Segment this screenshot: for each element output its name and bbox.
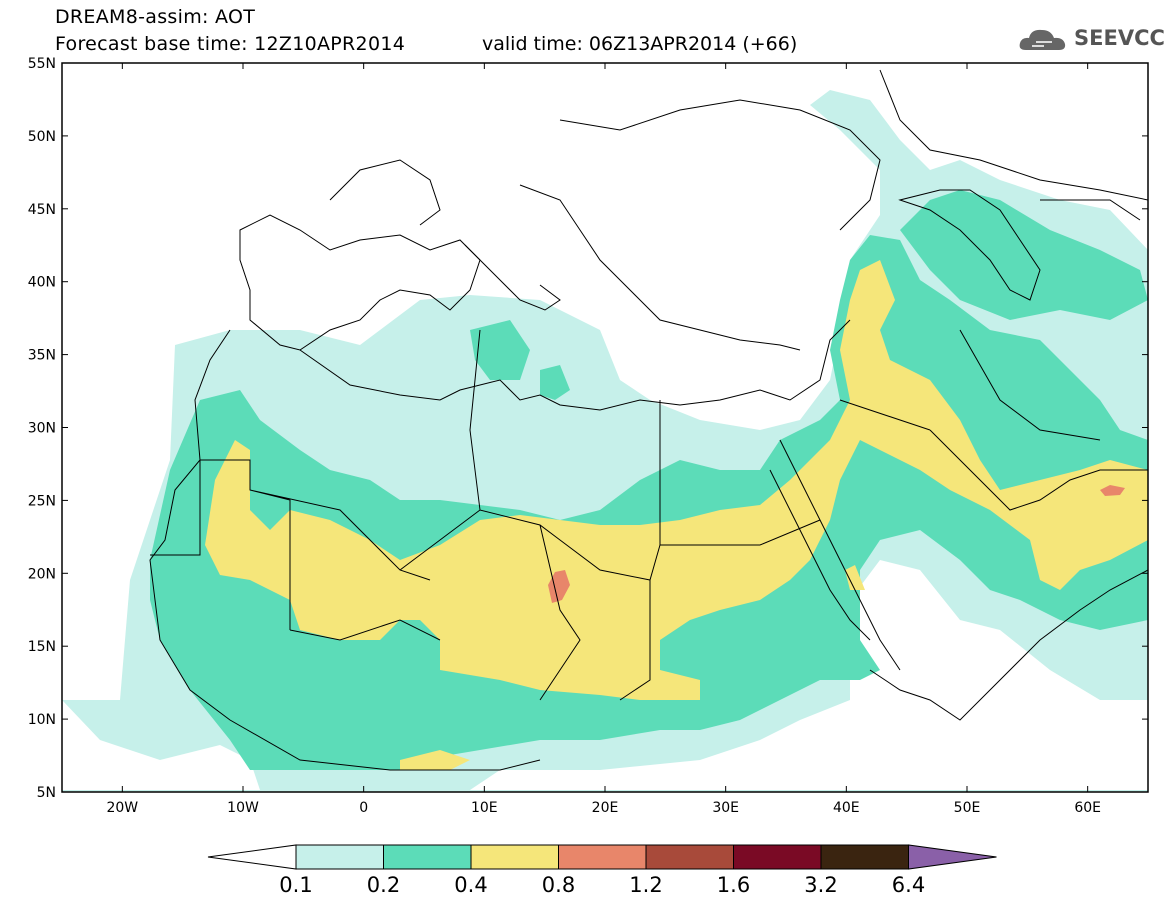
lat-label: 5N — [37, 785, 56, 801]
lat-label: 35N — [28, 348, 56, 364]
lon-label: 50E — [954, 800, 981, 816]
aot-field-0.4 — [205, 260, 1148, 770]
latitude-axis: 55N 50N 45N 40N 35N 30N 25N 20N 15N 10N 5N — [28, 56, 1148, 801]
lat-label: 45N — [28, 202, 56, 218]
lat-label: 25N — [28, 493, 56, 509]
lat-label: 15N — [28, 639, 56, 655]
logo-text: SEEVCCC — [1074, 26, 1165, 50]
lat-label: 10N — [28, 712, 56, 728]
valid-time: valid time: 06Z13APR2014 (+66) — [482, 33, 798, 55]
lon-label: 10W — [227, 800, 259, 816]
lat-label: 40N — [28, 275, 56, 291]
colorbar-box — [383, 844, 472, 870]
forecast-base-time: Forecast base time: 12Z10APR2014 — [55, 33, 406, 55]
lon-label: 10E — [471, 800, 498, 816]
map-title: DREAM8-assim: AOT — [55, 6, 256, 28]
colorbar-box — [645, 844, 734, 870]
lon-label: 40E — [833, 800, 860, 816]
cloud-icon — [1019, 29, 1066, 50]
colorbar-tick-label: 1.6 — [717, 873, 750, 897]
aot-field-0.2 — [150, 190, 1148, 770]
colorbar-box — [558, 844, 647, 870]
colorbar-tick-label: 6.4 — [892, 873, 925, 897]
colorbar-box — [733, 844, 822, 870]
lat-label: 30N — [28, 421, 56, 437]
aot-fields — [62, 90, 1148, 792]
lat-label: 55N — [28, 56, 56, 72]
colorbar-box — [820, 844, 909, 870]
colorbar-tick-label: 0.4 — [454, 873, 487, 897]
coastlines-and-borders — [149, 69, 1148, 771]
colorbar-box — [295, 844, 384, 870]
lon-label: 30E — [712, 800, 739, 816]
colorbar-tick-label: 1.2 — [629, 873, 662, 897]
lon-label: 60E — [1074, 800, 1101, 816]
colorbar-under-triangle — [207, 844, 297, 870]
colorbar-over-triangle — [908, 844, 997, 870]
colorbar-tick-label: 0.8 — [542, 873, 575, 897]
lon-label: 0 — [359, 800, 368, 816]
colorbar-tick-label: 0.2 — [367, 873, 400, 897]
longitude-axis: 20W 10W 0 10E 20E 30E 40E 50E 60E — [106, 63, 1101, 816]
lat-label: 50N — [28, 129, 56, 145]
colorbar-tick-label: 0.1 — [279, 873, 312, 897]
colorbar-box — [470, 844, 559, 870]
lon-label: 20E — [592, 800, 619, 816]
colorbar-tick-label: 3.2 — [804, 873, 837, 897]
lon-label: 20W — [106, 800, 138, 816]
lat-label: 20N — [28, 566, 56, 582]
